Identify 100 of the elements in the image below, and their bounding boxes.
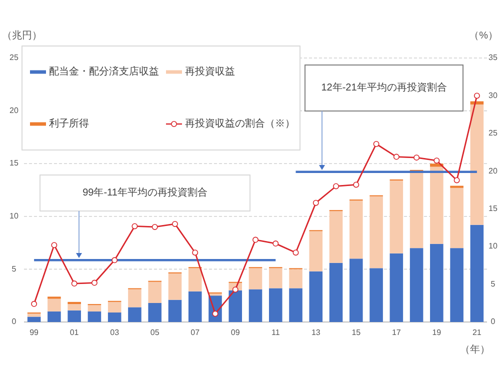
bar [390,180,404,254]
point [71,280,78,287]
x-tick-label: 99 [30,328,40,338]
bar [329,211,343,263]
bar [228,290,242,322]
bar [450,188,464,248]
bar [309,231,323,272]
bar [148,302,162,322]
bar [268,288,282,322]
bar [248,289,262,322]
bar [108,312,122,322]
point [51,242,58,248]
point [373,140,380,147]
x-tick-label: 09 [230,328,240,338]
bar [289,269,302,288]
x-tick-label: 21 [472,328,482,338]
point [272,240,279,247]
bar [329,262,343,322]
bar [470,224,484,322]
bar [309,271,323,322]
legend-label: 再投資収益の割合（※） [185,118,295,130]
point [393,154,400,160]
bar [248,268,262,290]
bar [370,268,383,322]
y2-tick-label: 0 [490,317,496,326]
point [212,310,218,317]
y2-tick-label: 10 [488,242,498,251]
x-tick-label: 11 [271,328,280,338]
annotation: 99年-11年平均の再投資割合 [82,186,208,199]
bar [410,248,424,322]
point [152,224,158,230]
point [31,300,38,307]
point [312,200,319,206]
point [414,154,420,161]
legend-label: 再投資収益 [185,66,235,78]
bar [68,302,81,304]
bar [450,248,464,322]
y2-tick-label: 5 [490,279,496,288]
bar [168,300,182,322]
bar [48,311,61,322]
y-tick-label: 20 [10,106,19,115]
y-tick-label: 25 [10,53,19,62]
x-axis-title: （年） [460,344,490,356]
bar [289,288,302,322]
x-tick-label: 17 [392,328,402,338]
y2-tick-label: 25 [488,128,498,138]
bar [68,310,81,322]
bar [188,291,202,322]
y2-axis-title: （%） [469,30,498,42]
x-tick-label: 15 [352,328,362,338]
bar [148,282,162,303]
point [172,220,178,227]
y-tick-label: 0 [12,317,17,326]
y-tick-label: 15 [10,158,19,168]
y2-tick-label: 15 [488,204,498,213]
point [292,250,299,256]
y-tick-label: 5 [12,264,17,274]
bar [48,298,61,312]
bar [188,268,202,292]
bar [88,311,102,322]
bar [350,200,363,259]
point [91,280,98,286]
point [454,177,460,184]
legend-label: 利子所得 [49,118,89,130]
x-tick-label: 13 [311,328,321,338]
point [333,183,340,190]
point [132,223,138,230]
y2-tick-label: 30 [488,90,498,100]
x-tick-label: 03 [110,328,120,338]
bar [430,244,444,322]
point [252,236,258,243]
bar [108,302,122,312]
y2-tick-label: 35 [488,53,498,62]
legend-label: 配当金・配分済支店収益 [49,66,159,78]
point [353,182,360,188]
x-tick-label: 07 [190,328,200,338]
x-tick-label: 05 [150,328,160,338]
annotation: 12年-21年平均の再投資割合 [321,82,447,94]
bar [370,196,383,268]
bar [88,305,102,312]
point [112,257,118,264]
bar [390,253,404,322]
x-tick-label: 19 [432,328,442,338]
bar [68,304,81,310]
point [192,250,198,256]
bar [27,314,41,317]
bar [350,258,363,322]
bar [470,104,484,225]
y-axis-title: （兆円） [2,30,42,42]
y2-tick-label: 20 [488,166,498,176]
bar [128,307,142,322]
y-tick-label: 10 [10,212,19,221]
point [434,158,440,164]
x-tick-label: 01 [70,328,80,338]
bar [168,273,182,300]
bar [128,289,142,308]
bar [27,316,41,322]
bar [430,166,444,244]
bar [268,268,282,288]
point [474,92,480,99]
